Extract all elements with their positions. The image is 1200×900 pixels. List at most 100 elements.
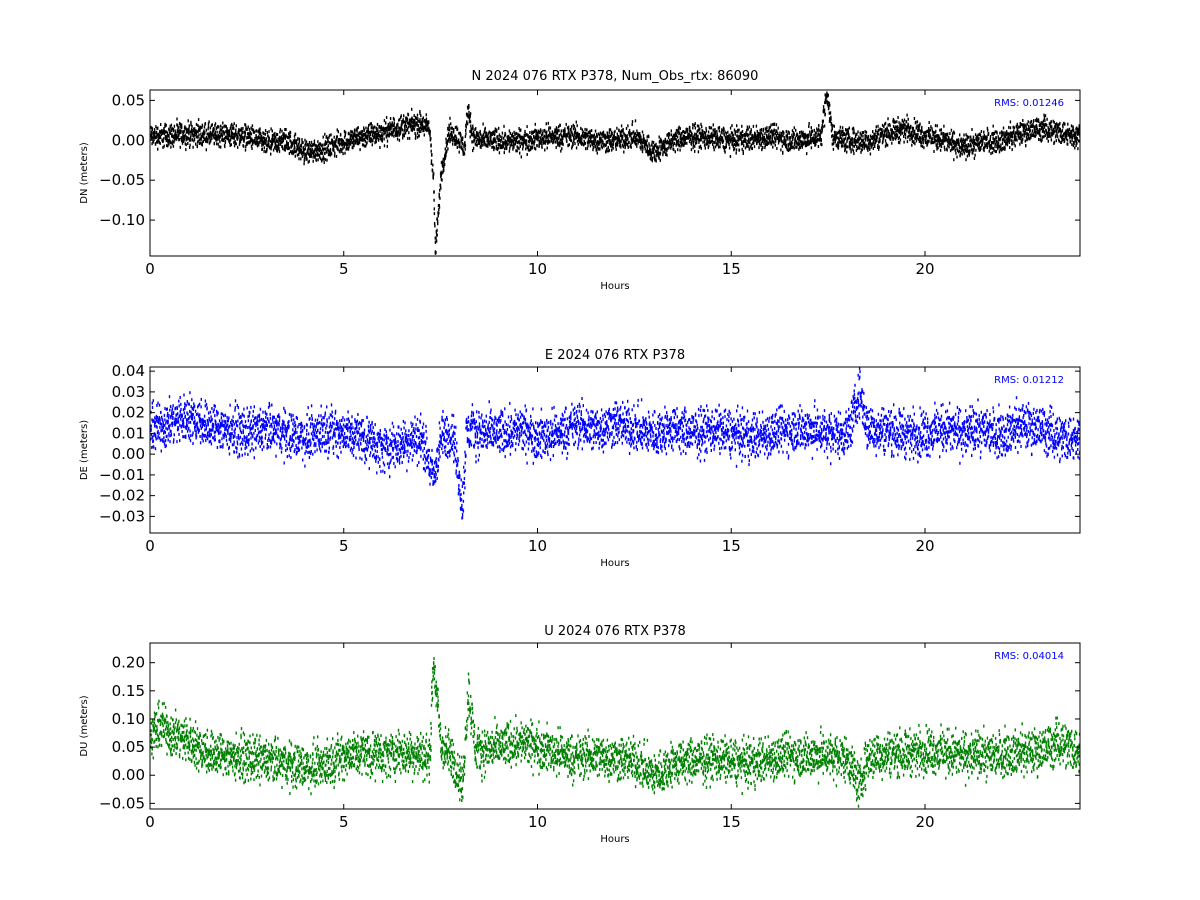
data-point <box>167 139 170 143</box>
data-point <box>375 132 377 136</box>
data-point <box>1004 135 1006 139</box>
data-point <box>822 119 824 123</box>
data-point <box>349 139 351 143</box>
data-point <box>936 145 938 148</box>
data-point <box>641 140 643 144</box>
data-point <box>596 151 598 155</box>
data-point <box>747 139 749 143</box>
data-point <box>903 135 905 138</box>
data-point <box>608 131 610 135</box>
data-point <box>382 129 385 133</box>
data-point <box>732 137 735 141</box>
data-point <box>485 143 487 147</box>
data-point <box>480 142 483 145</box>
data-point <box>899 127 901 131</box>
data-point <box>186 136 189 140</box>
data-point <box>853 152 855 156</box>
data-point <box>819 129 822 133</box>
data-point <box>970 144 972 148</box>
data-point <box>712 142 714 146</box>
data-point <box>972 135 975 139</box>
data-point <box>921 144 924 148</box>
data-point <box>753 141 755 145</box>
data-point <box>772 145 774 149</box>
data-point <box>466 113 469 116</box>
data-point <box>810 132 813 136</box>
data-point <box>712 128 715 132</box>
data-point <box>180 123 183 127</box>
data-point <box>644 147 646 151</box>
data-point <box>814 139 817 143</box>
data-point <box>488 136 490 140</box>
data-point <box>641 144 643 148</box>
data-point <box>197 130 199 134</box>
data-point <box>179 125 181 129</box>
data-point <box>980 136 982 140</box>
data-point <box>328 151 330 155</box>
data-point <box>771 129 773 133</box>
data-point <box>506 143 509 147</box>
data-point <box>284 144 286 148</box>
data-point <box>562 142 564 146</box>
data-point <box>1043 135 1045 139</box>
data-point <box>448 137 450 141</box>
data-point <box>856 132 858 136</box>
data-point <box>621 134 623 138</box>
data-point <box>696 124 699 128</box>
data-point <box>951 146 953 150</box>
data-point <box>976 138 978 142</box>
data-point <box>353 132 355 136</box>
data-point <box>655 150 657 153</box>
data-point <box>714 130 716 134</box>
data-point <box>660 139 662 143</box>
data-point <box>364 135 366 139</box>
data-point <box>789 136 792 139</box>
data-point <box>330 133 332 137</box>
data-point <box>587 138 590 142</box>
data-point <box>523 136 525 140</box>
data-point <box>445 137 447 141</box>
data-point <box>593 142 595 146</box>
data-point <box>437 214 439 218</box>
data-point <box>590 137 592 141</box>
data-point <box>794 139 797 143</box>
data-point <box>860 141 862 145</box>
data-point <box>1029 125 1032 129</box>
data-point <box>843 138 845 142</box>
data-point <box>225 130 227 134</box>
data-point <box>651 159 653 163</box>
data-point <box>962 137 964 141</box>
data-point <box>181 139 184 143</box>
data-point <box>1040 134 1042 138</box>
data-point <box>798 136 800 140</box>
data-point <box>443 159 445 163</box>
data-point <box>983 149 985 153</box>
data-point <box>992 147 994 151</box>
data-point <box>535 134 537 138</box>
data-point <box>455 137 458 141</box>
data-point <box>904 123 906 127</box>
data-point <box>379 136 381 140</box>
data-point <box>847 136 850 140</box>
data-point <box>995 150 997 153</box>
data-point <box>852 137 854 141</box>
data-point <box>279 135 281 139</box>
data-point <box>1000 143 1002 147</box>
data-point <box>562 137 564 141</box>
data-point <box>363 144 366 148</box>
data-point <box>780 148 782 152</box>
data-point <box>326 136 329 140</box>
data-point <box>1009 126 1012 130</box>
data-point <box>327 147 329 151</box>
data-point <box>620 124 623 128</box>
data-point <box>761 140 763 143</box>
data-point <box>852 144 854 148</box>
data-point <box>788 147 790 151</box>
data-point <box>422 116 424 120</box>
data-point <box>742 149 744 153</box>
data-point <box>706 142 709 146</box>
data-point <box>403 134 405 138</box>
data-point <box>983 130 985 134</box>
data-point <box>371 123 373 127</box>
data-point <box>425 117 428 121</box>
